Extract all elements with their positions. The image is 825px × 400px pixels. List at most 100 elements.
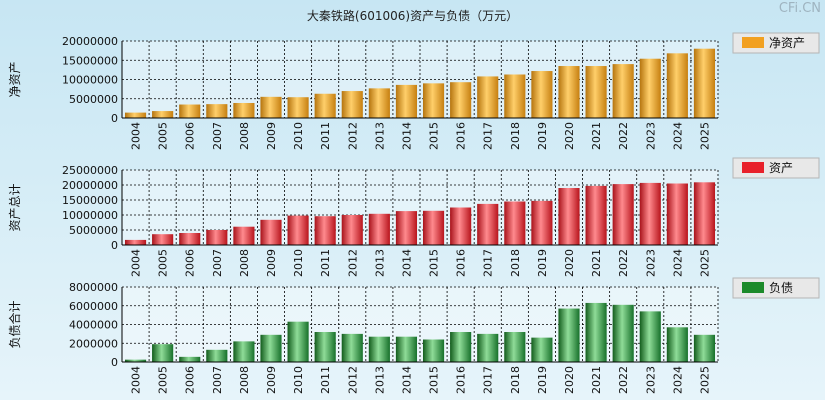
bar-2009 (260, 219, 282, 245)
bar-2014 (395, 336, 418, 362)
bar-2011 (314, 216, 336, 245)
x-tick-label: 2014 (400, 122, 413, 150)
x-tick-label: 2015 (428, 366, 441, 394)
legend-label: 资产 (769, 161, 793, 175)
bar-2024 (666, 183, 688, 245)
y-tick-label: 0 (111, 356, 118, 369)
legend: 负债 (732, 277, 820, 299)
bar-2006 (179, 356, 201, 362)
bar-2025 (693, 334, 716, 362)
x-tick-label: 2014 (400, 366, 413, 394)
bar-2013 (368, 213, 390, 245)
x-tick-label: 2011 (319, 366, 332, 394)
bar-2005 (152, 111, 174, 118)
x-tick-label: 2020 (563, 122, 576, 150)
y-tick-label: 20000000 (62, 179, 118, 192)
x-tick-label: 2025 (698, 366, 711, 394)
x-tick-label: 2009 (265, 249, 278, 277)
bar-2017 (477, 333, 499, 362)
x-tick-label: 2021 (590, 249, 603, 277)
bar-2005 (152, 344, 174, 362)
x-tick-label: 2023 (644, 122, 657, 150)
x-tick-label: 2007 (211, 122, 224, 150)
y-tick-label: 10000000 (62, 74, 118, 87)
x-tick-label: 2006 (184, 122, 197, 150)
x-tick-label: 2022 (617, 366, 630, 394)
x-tick-label: 2005 (157, 366, 170, 394)
x-tick-label: 2009 (265, 366, 278, 394)
x-tick-label: 2008 (238, 122, 251, 150)
x-tick-label: 2018 (509, 122, 522, 150)
bar-2007 (206, 230, 228, 245)
bar-2020 (558, 188, 580, 245)
x-tick-label: 2025 (698, 122, 711, 150)
x-tick-label: 2014 (400, 249, 413, 277)
bar-2017 (477, 203, 499, 245)
x-tick-label: 2025 (698, 249, 711, 277)
bar-2016 (450, 332, 472, 362)
x-tick-label: 2021 (590, 366, 603, 394)
legend-label: 负债 (769, 281, 793, 295)
chart-panel-2: 0 5000000 10000000 15000000 20000000 25000000… (8, 157, 820, 277)
x-tick-label: 2022 (617, 249, 630, 277)
bar-2024 (666, 53, 688, 118)
x-tick-label: 2012 (346, 122, 359, 150)
y-tick-label: 8000000 (69, 281, 118, 294)
x-tick-label: 2004 (130, 122, 143, 150)
x-tick-label: 2013 (373, 366, 386, 394)
x-tick-label: 2005 (157, 249, 170, 277)
x-tick-label: 2015 (428, 122, 441, 150)
x-tick-label: 2009 (265, 122, 278, 150)
legend-swatch (742, 37, 764, 48)
x-tick-label: 2011 (319, 249, 332, 277)
x-tick-label: 2013 (373, 249, 386, 277)
y-tick-label: 0 (111, 239, 118, 252)
bar-2008 (233, 226, 255, 245)
bar-2019 (531, 200, 553, 245)
y-tick-label: 6000000 (69, 300, 118, 313)
watermark-logo: CFi.CN (778, 1, 821, 16)
x-tick-label: 2010 (292, 122, 305, 150)
bar-2010 (287, 215, 309, 245)
bar-2018 (504, 201, 526, 245)
x-tick-label: 2024 (671, 122, 684, 150)
y-axis-label: 净资产 (8, 61, 22, 97)
y-tick-label: 5000000 (69, 93, 118, 106)
bar-2022 (612, 304, 634, 362)
y-axis-label: 负债合计 (7, 300, 22, 348)
bar-2004 (124, 239, 147, 245)
x-tick-label: 2024 (671, 249, 684, 277)
x-tick-label: 2023 (644, 249, 657, 277)
bar-2020 (558, 308, 580, 362)
bar-2004 (124, 112, 147, 118)
y-tick-label: 0 (111, 112, 118, 125)
bar-2009 (260, 96, 282, 118)
x-tick-label: 2017 (482, 249, 495, 277)
x-tick-label: 2019 (536, 249, 549, 277)
x-tick-label: 2017 (482, 366, 495, 394)
bar-2012 (341, 215, 363, 245)
bar-2025 (693, 182, 716, 245)
x-tick-label: 2007 (211, 249, 224, 277)
bar-2024 (666, 327, 688, 362)
bar-2020 (558, 66, 580, 118)
y-tick-label: 2000000 (69, 337, 118, 350)
bar-2019 (531, 337, 553, 362)
x-tick-label: 2019 (536, 366, 549, 394)
bar-2021 (585, 302, 607, 362)
x-tick-label: 2008 (238, 366, 251, 394)
x-tick-label: 2004 (130, 366, 143, 394)
x-tick-label: 2015 (428, 249, 441, 277)
x-tick-label: 2023 (644, 366, 657, 394)
bar-2011 (314, 93, 336, 118)
bar-2015 (422, 210, 445, 245)
y-tick-label: 15000000 (62, 54, 118, 67)
bar-2018 (504, 74, 526, 118)
bar-2006 (179, 233, 201, 245)
bar-2012 (341, 91, 363, 118)
x-tick-label: 2007 (211, 366, 224, 394)
x-tick-label: 2016 (455, 249, 468, 277)
chart-panel-3: 0 2000000 4000000 6000000 8000000 2004 2005 200… (7, 277, 820, 394)
bar-2018 (504, 332, 526, 362)
legend-label: 净资产 (769, 36, 805, 50)
